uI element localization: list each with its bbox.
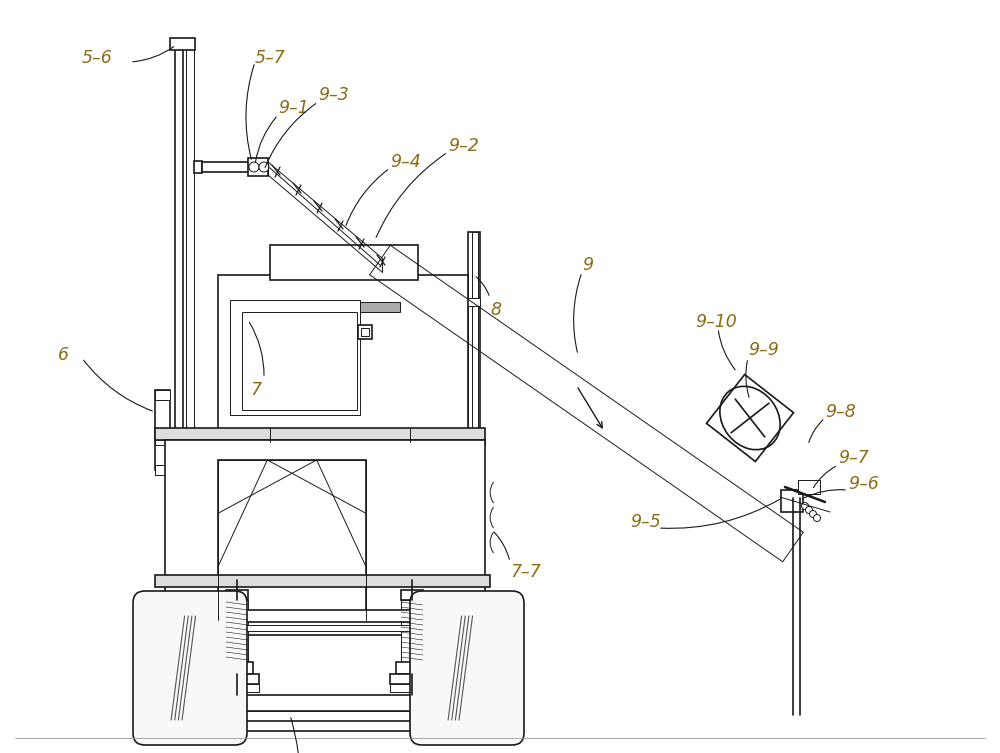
Bar — [226, 590, 248, 600]
Bar — [143, 695, 503, 711]
Bar — [242, 312, 357, 410]
Bar — [390, 674, 434, 684]
Text: 7–7: 7–7 — [510, 563, 541, 581]
Text: 9–6: 9–6 — [848, 475, 879, 493]
Bar — [396, 662, 428, 674]
Bar — [221, 662, 253, 674]
Bar — [155, 610, 490, 622]
Bar — [360, 302, 400, 312]
Circle shape — [814, 514, 820, 522]
Text: 6: 6 — [58, 346, 69, 364]
Text: 7: 7 — [250, 381, 261, 399]
Text: 9–5: 9–5 — [630, 513, 661, 531]
Bar — [798, 480, 820, 494]
Bar — [248, 158, 268, 176]
Bar — [358, 325, 372, 339]
Bar — [218, 460, 366, 620]
Bar — [218, 275, 468, 430]
Bar — [401, 590, 423, 600]
Text: 9–8: 9–8 — [825, 403, 856, 421]
Text: 9–3: 9–3 — [318, 86, 349, 104]
Bar — [401, 600, 423, 662]
Bar — [215, 674, 259, 684]
Bar — [155, 440, 485, 445]
Bar — [462, 298, 480, 306]
Bar — [155, 575, 490, 587]
Bar — [155, 390, 170, 400]
Circle shape — [802, 502, 808, 510]
Text: 9–2: 9–2 — [448, 137, 479, 155]
Ellipse shape — [720, 386, 780, 450]
Circle shape — [806, 507, 812, 514]
Bar — [170, 38, 195, 50]
Text: 9: 9 — [582, 256, 593, 274]
Bar — [215, 684, 259, 692]
Bar — [155, 625, 490, 631]
Bar — [186, 45, 194, 680]
Bar — [390, 684, 434, 692]
Circle shape — [259, 162, 269, 172]
FancyBboxPatch shape — [133, 591, 247, 745]
Bar — [226, 600, 248, 662]
Bar — [270, 245, 418, 280]
Text: 8: 8 — [490, 301, 501, 319]
Bar — [202, 162, 252, 172]
Text: 9–7: 9–7 — [838, 449, 869, 467]
Bar — [194, 161, 202, 173]
Bar — [472, 232, 478, 617]
Bar — [155, 390, 170, 470]
Bar — [165, 440, 485, 635]
Text: 5–7: 5–7 — [255, 49, 286, 67]
FancyBboxPatch shape — [410, 591, 524, 745]
Text: 9–4: 9–4 — [390, 153, 421, 171]
Text: 9–10: 9–10 — [695, 313, 737, 331]
Bar — [175, 45, 183, 680]
Bar — [781, 490, 803, 512]
Bar — [230, 300, 360, 415]
Bar — [143, 721, 503, 731]
Bar — [155, 465, 170, 475]
Bar — [468, 232, 480, 617]
Text: 9–1: 9–1 — [278, 99, 309, 117]
Circle shape — [249, 162, 259, 172]
Circle shape — [810, 511, 816, 517]
Bar — [155, 428, 485, 440]
Bar — [361, 328, 369, 336]
Bar — [143, 711, 503, 721]
Text: 5–6: 5–6 — [82, 49, 113, 67]
Text: 9–9: 9–9 — [748, 341, 779, 359]
